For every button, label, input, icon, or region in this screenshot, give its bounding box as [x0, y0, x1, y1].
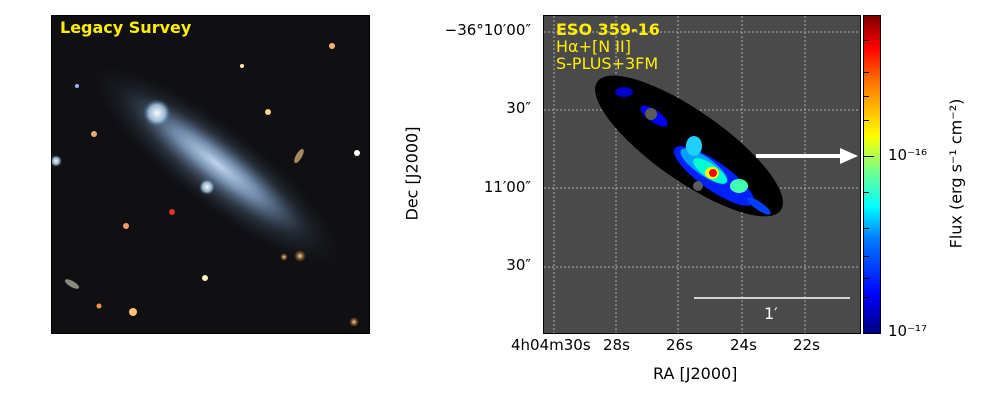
masked-star: [645, 108, 657, 120]
star: [349, 317, 359, 327]
arrow: [756, 148, 858, 164]
star: [280, 253, 288, 261]
colorbar-tick-label: 10⁻¹⁶: [888, 146, 928, 164]
colorbar-tick-label: 10⁻¹⁷: [888, 322, 928, 340]
dec-tick-label: 30″: [506, 99, 531, 117]
star: [294, 250, 306, 262]
dec-tick-label: 11′00″: [483, 178, 531, 196]
object-name: ESO 359-16: [556, 20, 660, 39]
background-galaxy: [64, 279, 80, 289]
legacy-survey-image-panel: Legacy Survey: [51, 15, 370, 334]
star: [354, 150, 360, 156]
star: [91, 131, 97, 137]
ra-tick-label: 24s: [730, 336, 757, 354]
bright-star: [143, 99, 171, 127]
colorbar: [863, 15, 881, 334]
star: [265, 109, 271, 115]
x-axis-label: RA [J2000]: [653, 364, 738, 383]
scale-bar-label: 1′: [764, 304, 778, 323]
grid-lines: [544, 16, 860, 333]
filter-label: Hα+[N II]: [556, 37, 631, 56]
star: [129, 308, 137, 316]
star: [96, 303, 102, 309]
star: [202, 275, 208, 281]
legacy-survey-image: [52, 16, 369, 333]
ra-tick-label: 28s: [603, 336, 630, 354]
ra-tick-label: 4h04m30s: [511, 336, 591, 354]
halpha-map: [544, 16, 860, 333]
ra-tick-label: 22s: [793, 336, 820, 354]
galaxy-disk: [122, 88, 312, 240]
colorbar-label: Flux (erg s⁻¹ cm⁻²): [946, 98, 966, 249]
masked-star: [693, 181, 703, 191]
dec-tick-label: 30″: [506, 256, 531, 274]
star: [52, 155, 62, 167]
emission-regions: [615, 87, 771, 215]
dec-tick-label: −36°10′00″: [444, 21, 531, 39]
star: [75, 84, 79, 88]
ra-tick-label: 26s: [666, 336, 693, 354]
background-galaxy: [294, 148, 304, 164]
image-title: Legacy Survey: [60, 18, 192, 37]
star: [240, 64, 244, 68]
y-axis-label: Dec [J2000]: [402, 126, 422, 221]
survey-label: S-PLUS+3FM: [556, 54, 659, 73]
star: [329, 43, 335, 49]
star: [199, 179, 215, 195]
star: [123, 223, 129, 229]
halpha-map-panel: ESO 359-16 Hα+[N II] S-PLUS+3FM 1′: [543, 15, 861, 334]
star: [169, 209, 175, 215]
